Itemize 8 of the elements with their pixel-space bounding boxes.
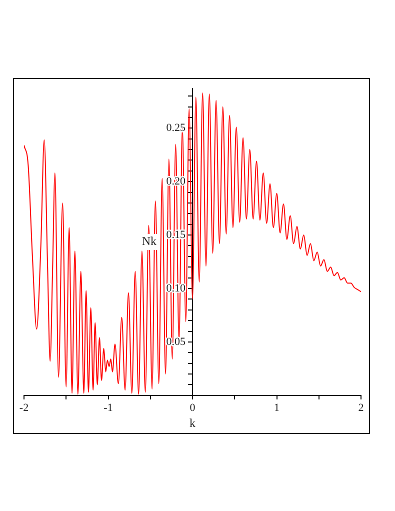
y-axis-title: Nk: [142, 234, 156, 248]
y-tick-label: 0.25: [166, 122, 186, 134]
x-tick-label: -2: [19, 402, 29, 414]
x-tick-label: -1: [104, 402, 113, 414]
x-tick-label: 2: [358, 402, 364, 414]
x-axis-title: k: [190, 416, 196, 430]
x-tick-label: 0: [190, 402, 196, 414]
x-tick-label: 1: [274, 402, 280, 414]
